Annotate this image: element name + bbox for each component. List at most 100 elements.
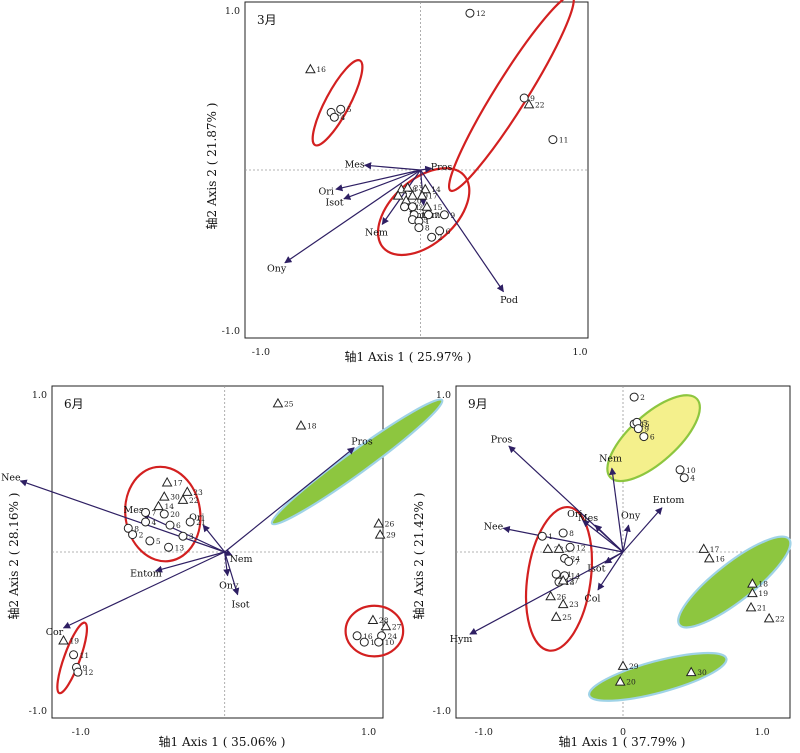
- panel-title: 6月: [64, 397, 84, 411]
- x-tick-label: 1.0: [755, 727, 770, 738]
- group-ellipse-2: [311, 59, 364, 147]
- point-label: 19: [70, 637, 80, 646]
- point-label: 23: [193, 488, 203, 497]
- vector-label-nem: Nem: [599, 453, 622, 464]
- point-circle: [178, 531, 188, 541]
- x-tick-label: -1.0: [475, 727, 493, 738]
- y-axis-title: 轴2 Axis 2 ( 21.42% ): [411, 493, 426, 620]
- vector-label-pros: Pros: [431, 162, 453, 173]
- x-tick-label: -1.0: [252, 347, 270, 358]
- point-circle: [564, 556, 574, 566]
- point-label: 25: [419, 216, 429, 225]
- point-circle: [435, 226, 445, 236]
- vector-arrow-pod: [419, 169, 504, 293]
- point-label: 1: [425, 217, 430, 226]
- point-label: 7: [434, 211, 439, 220]
- point-triangle: [416, 190, 428, 200]
- vector-arrow-col: [597, 551, 624, 591]
- point-triangle: [295, 420, 307, 430]
- point-circle: [548, 135, 558, 145]
- vector-arrow-ori: [582, 519, 624, 553]
- vector-label-mes: Mes: [123, 505, 143, 516]
- point-label: 21: [757, 603, 767, 612]
- y-tick-label: -1.0: [29, 706, 47, 717]
- point-label: 3: [189, 532, 194, 541]
- point-label: 22: [189, 496, 199, 505]
- point-label: 1: [548, 532, 553, 541]
- vector-label-pros: Pros: [351, 436, 373, 447]
- panel-title: 9月: [468, 397, 488, 411]
- point-circle: [427, 232, 437, 242]
- point-label: 4: [340, 113, 345, 122]
- point-circle: [145, 536, 155, 546]
- point-triangle: [158, 491, 170, 501]
- point-label: 13: [565, 578, 575, 587]
- x-axis-title: 轴1 Axis 1 ( 37.79% ): [559, 734, 686, 749]
- x-tick-label: -1.0: [72, 727, 90, 738]
- point-circle: [537, 531, 547, 541]
- vector-arrow-ony: [223, 551, 231, 577]
- point-triangle: [545, 590, 556, 601]
- point-label: 20: [170, 510, 180, 519]
- point-label: 9: [450, 211, 455, 220]
- point-triangle: [614, 676, 626, 686]
- point-label: 26: [385, 520, 395, 529]
- vector-arrow-nem: [609, 467, 624, 553]
- point-label: 6: [650, 433, 655, 442]
- point-triangle: [367, 614, 379, 624]
- vector-arrow-ori: [202, 524, 226, 553]
- point-circle: [359, 637, 369, 647]
- vector-arrow-pros: [224, 447, 355, 553]
- point-label: 18: [307, 422, 317, 431]
- vector-label-ori: Ori: [318, 186, 333, 197]
- point-label: 8: [134, 524, 139, 533]
- group-ellipse-2: [124, 465, 202, 563]
- point-triangle: [553, 543, 565, 553]
- point-label: 7: [575, 557, 580, 566]
- vector-arrow-mes: [363, 162, 421, 171]
- vector-arrow-cor: [62, 551, 225, 629]
- point-label: 16: [715, 554, 725, 563]
- vector-label-hym: Hym: [450, 634, 473, 645]
- point-triangle: [153, 500, 164, 511]
- point-label: 25: [284, 399, 294, 408]
- point-circle: [439, 210, 449, 220]
- point-triangle: [698, 543, 710, 553]
- vector-arrow-pros: [420, 165, 433, 173]
- point-triangle: [374, 529, 386, 539]
- point-label: 29: [629, 662, 639, 671]
- point-triangle: [272, 397, 284, 408]
- point-circle: [73, 667, 83, 677]
- point-label: 16: [316, 65, 326, 74]
- y-axis-title: 轴2 Axis 2 ( 21.87% ): [204, 103, 219, 230]
- point-label: 15: [640, 420, 650, 429]
- point-label: 11: [559, 136, 569, 145]
- y-axis-title: 轴2 Axis 2 ( 28.16% ): [6, 493, 21, 620]
- vector-arrow-entom: [154, 551, 225, 573]
- point-label: 16: [363, 632, 373, 641]
- point-label: 9: [82, 663, 87, 672]
- point-label: 25: [562, 613, 572, 622]
- point-triangle: [421, 201, 433, 211]
- point-label: 5: [156, 537, 161, 546]
- point-triangle: [745, 601, 757, 612]
- point-label: 12: [576, 543, 586, 552]
- point-triangle: [550, 611, 562, 621]
- point-label: 19: [758, 589, 768, 598]
- vector-arrow-ony: [622, 524, 631, 553]
- point-label: 24: [419, 203, 429, 212]
- point-label: 30: [697, 668, 707, 677]
- point-triangle: [161, 476, 173, 487]
- point-label: 24: [388, 632, 398, 641]
- point-circle: [629, 392, 639, 402]
- vector-label-ony: Ony: [267, 263, 287, 274]
- point-triangle: [523, 98, 535, 109]
- x-tick-label: 0: [620, 727, 626, 738]
- point-circle: [336, 104, 346, 114]
- point-triangle: [747, 578, 758, 588]
- vector-arrow-nem: [224, 549, 233, 556]
- point-circle: [423, 210, 433, 220]
- point-circle: [141, 517, 151, 527]
- group-ellipse-3: [344, 604, 405, 658]
- point-label: 6: [176, 521, 181, 530]
